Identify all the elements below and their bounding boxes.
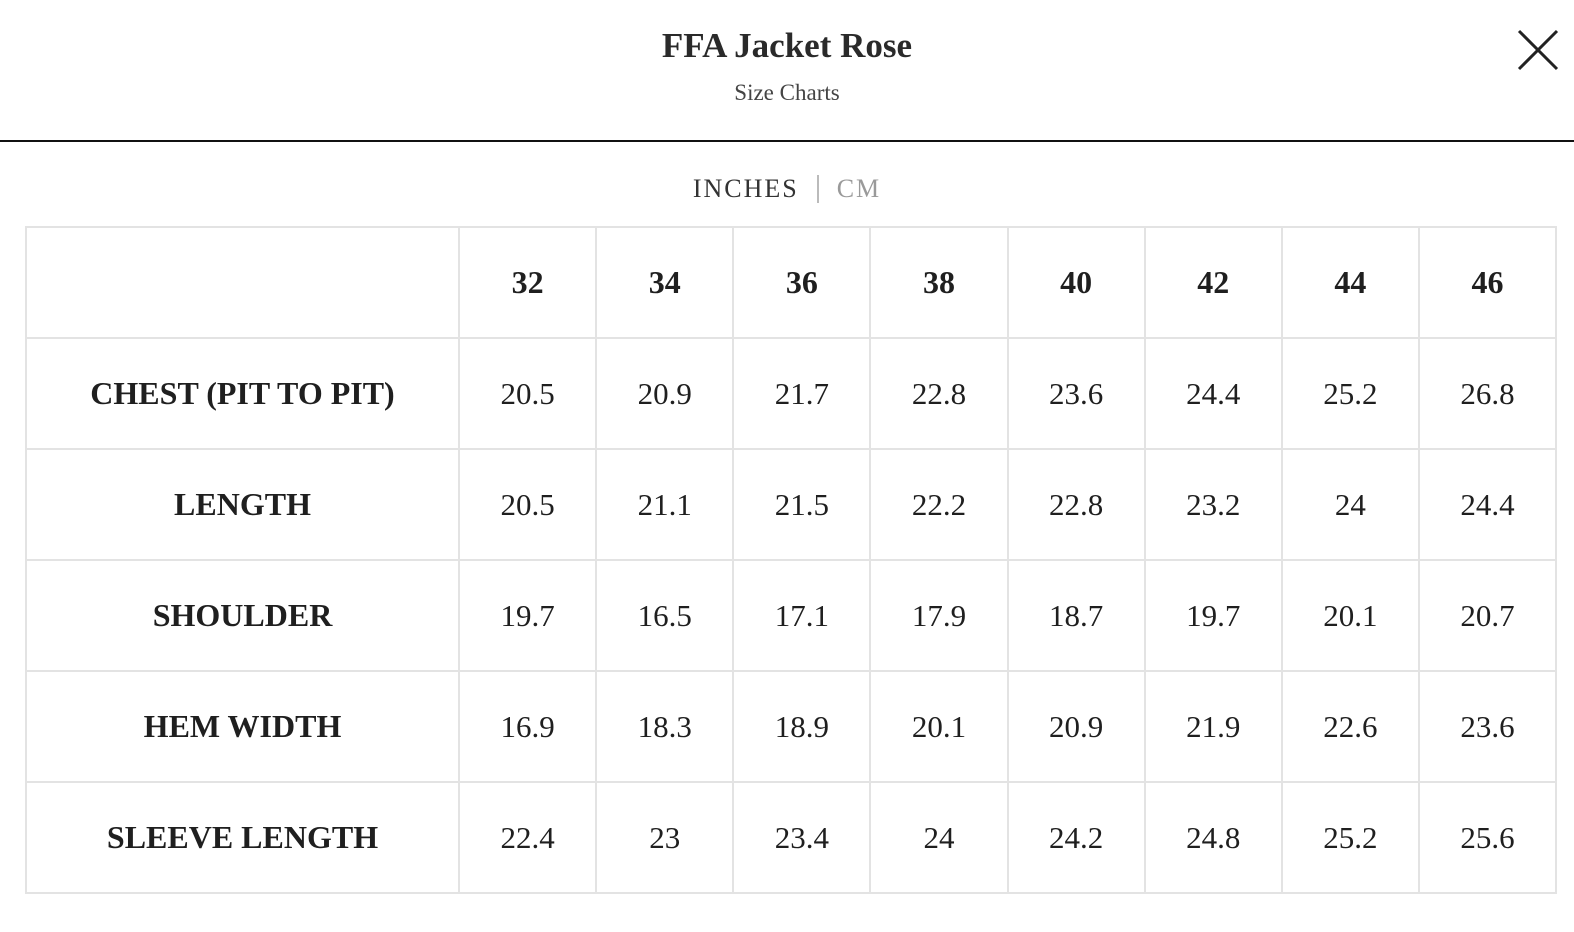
measurement-cell: 20.7 <box>1417 559 1558 672</box>
measurement-cell: 24.2 <box>1006 781 1146 894</box>
table-head: 32 34 36 38 40 42 44 46 <box>25 226 1558 339</box>
measurement-row: LENGTH 20.5 21.1 21.5 22.2 22.8 23.2 24 24.4 <box>25 448 1558 561</box>
corner-cell <box>25 226 460 339</box>
size-header: 44 <box>1280 226 1420 339</box>
size-header: 42 <box>1143 226 1283 339</box>
measurement-cell: 22.2 <box>869 448 1009 561</box>
measurement-cell: 21.7 <box>732 337 872 450</box>
measurement-cell: 20.1 <box>869 670 1009 783</box>
measurement-cell: 24.4 <box>1417 448 1558 561</box>
measurement-cell: 19.7 <box>1143 559 1283 672</box>
measurement-cell: 20.5 <box>457 337 598 450</box>
row-label: CHEST (PIT TO PIT) <box>25 337 460 450</box>
measurement-row: CHEST (PIT TO PIT) 20.5 20.9 21.7 22.8 23.6 24… <box>25 337 1558 450</box>
table-body: CHEST (PIT TO PIT) 20.5 20.9 21.7 22.8 23.6 24… <box>25 337 1558 894</box>
measurement-cell: 16.5 <box>595 559 735 672</box>
measurement-cell: 24 <box>869 781 1009 894</box>
size-header: 36 <box>732 226 872 339</box>
unit-toggle: INCHES CM <box>0 172 1574 204</box>
unit-cm[interactable]: CM <box>836 174 882 204</box>
size-header: 38 <box>869 226 1009 339</box>
measurement-cell: 24.8 <box>1143 781 1283 894</box>
size-header: 34 <box>595 226 735 339</box>
measurement-cell: 26.8 <box>1417 337 1558 450</box>
measurement-cell: 20.9 <box>1006 670 1146 783</box>
measurement-cell: 21.9 <box>1143 670 1283 783</box>
measurement-cell: 20.5 <box>457 448 598 561</box>
measurement-cell: 22.8 <box>1006 448 1146 561</box>
measurement-cell: 17.9 <box>869 559 1009 672</box>
measurement-cell: 23.6 <box>1006 337 1146 450</box>
size-header: 32 <box>457 226 598 339</box>
measurement-cell: 16.9 <box>457 670 598 783</box>
modal-title: FFA Jacket Rose <box>661 26 913 65</box>
measurement-cell: 21.1 <box>595 448 735 561</box>
row-label: SLEEVE LENGTH <box>25 781 460 894</box>
unit-separator <box>816 175 819 204</box>
close-button[interactable] <box>1516 28 1560 72</box>
divider <box>0 140 1574 142</box>
measurement-cell: 25.2 <box>1280 781 1420 894</box>
measurement-cell: 22.6 <box>1280 670 1420 783</box>
header-row: 32 34 36 38 40 42 44 46 <box>25 226 1558 339</box>
unit-inches[interactable]: INCHES <box>692 174 799 204</box>
modal-subtitle: Size Charts <box>734 80 840 105</box>
measurement-cell: 25.6 <box>1417 781 1558 894</box>
measurement-cell: 22.8 <box>869 337 1009 450</box>
measurement-row: SLEEVE LENGTH 22.4 23 23.4 24 24.2 24.8 25.2 25.… <box>25 781 1558 894</box>
measurement-cell: 25.2 <box>1280 337 1420 450</box>
measurement-cell: 19.7 <box>457 559 598 672</box>
measurement-cell: 21.5 <box>732 448 872 561</box>
measurement-cell: 20.9 <box>595 337 735 450</box>
measurement-row: HEM WIDTH 16.9 18.3 18.9 20.1 20.9 21.9 22.6 23.… <box>25 670 1558 783</box>
measurement-cell: 24.4 <box>1143 337 1283 450</box>
measurement-cell: 24 <box>1280 448 1420 561</box>
measurement-cell: 23 <box>595 781 735 894</box>
size-header: 46 <box>1417 226 1558 339</box>
measurement-cell: 18.3 <box>595 670 735 783</box>
measurement-cell: 20.1 <box>1280 559 1420 672</box>
measurement-row: SHOULDER 19.7 16.5 17.1 17.9 18.7 19.7 20.1 20.7 <box>25 559 1558 672</box>
measurement-cell: 23.2 <box>1143 448 1283 561</box>
size-header: 40 <box>1006 226 1146 339</box>
measurement-cell: 18.7 <box>1006 559 1146 672</box>
measurement-cell: 17.1 <box>732 559 872 672</box>
row-label: SHOULDER <box>25 559 460 672</box>
measurement-cell: 23.6 <box>1417 670 1558 783</box>
measurement-cell: 22.4 <box>457 781 598 894</box>
measurement-cell: 18.9 <box>732 670 872 783</box>
size-table: 32 34 36 38 40 42 44 46 CHEST (PIT TO PIT) 20.5 20… <box>25 226 1558 894</box>
row-label: LENGTH <box>25 448 460 561</box>
measurement-cell: 23.4 <box>732 781 872 894</box>
row-label: HEM WIDTH <box>25 670 460 783</box>
